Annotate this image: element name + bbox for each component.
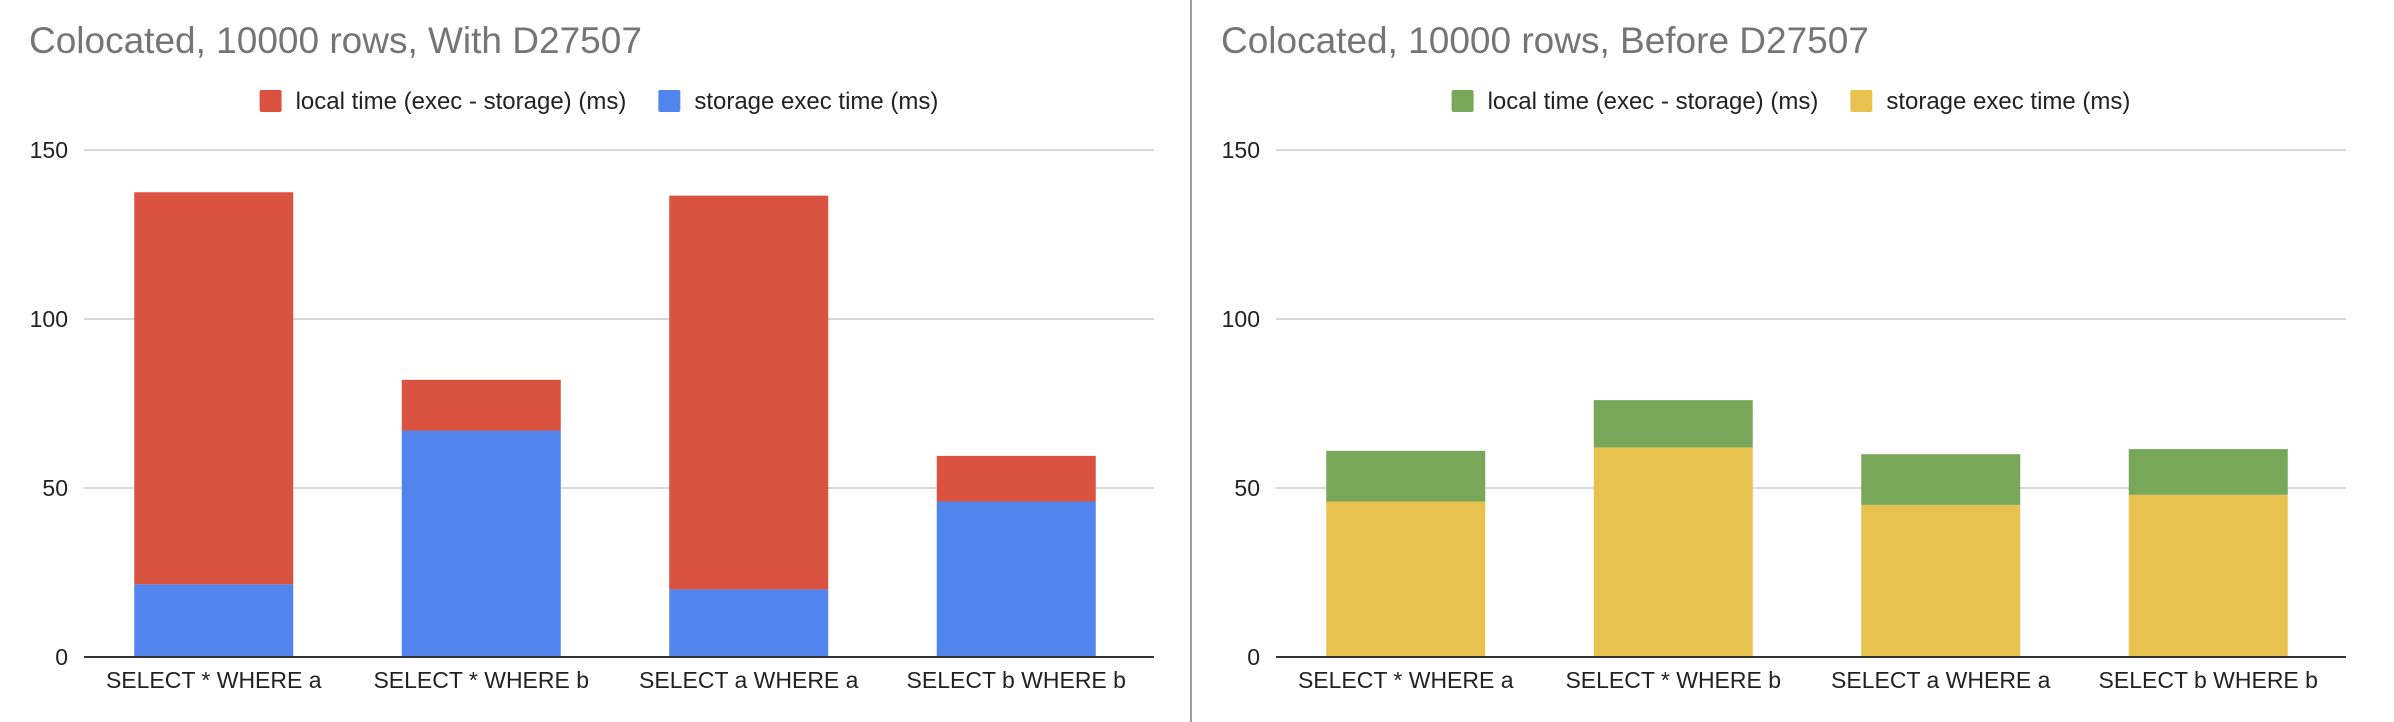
x-tick-label: SELECT * WHERE b [1565, 667, 1781, 693]
x-tick-label: SELECT a WHERE a [1831, 667, 2051, 693]
y-tick-label: 0 [55, 644, 68, 670]
legend-item: storage exec time (ms) [1850, 88, 2130, 115]
y-tick-label: 50 [1234, 475, 1260, 501]
legend: local time (exec - storage) (ms) storage … [259, 88, 938, 115]
bar-segment [1326, 501, 1486, 657]
bar-segment [2128, 494, 2288, 657]
legend-swatch [1451, 90, 1474, 112]
bar-segment [401, 430, 561, 657]
legend: local time (exec - storage) (ms) storage … [1451, 88, 2130, 115]
bar-segment [134, 192, 294, 585]
y-tick-label: 0 [1247, 644, 1260, 670]
legend-label: local time (exec - storage) (ms) [1488, 88, 1819, 115]
y-tick-label: 150 [30, 137, 68, 163]
chart-divider [1190, 0, 1192, 722]
x-tick-label: SELECT * WHERE b [373, 667, 589, 693]
bar-segment [1593, 400, 1753, 448]
y-tick-label: 100 [30, 306, 68, 332]
x-tick-label: SELECT a WHERE a [639, 667, 859, 693]
legend-swatch [1850, 90, 1873, 112]
legend-swatch [259, 90, 282, 112]
x-tick-label: SELECT b WHERE b [907, 667, 1126, 693]
bar-segment [669, 195, 829, 590]
bar-segment [2128, 449, 2288, 495]
legend-label: storage exec time (ms) [694, 88, 938, 115]
bar-segment [1861, 454, 2021, 505]
bar-segment [936, 455, 1096, 502]
bar-segment [669, 589, 829, 657]
y-tick-label: 150 [1222, 137, 1260, 163]
x-tick-label: SELECT * WHERE a [106, 667, 322, 693]
bar-segment [1593, 447, 1753, 657]
bar-segment [134, 584, 294, 657]
legend-label: storage exec time (ms) [1886, 88, 2130, 115]
bar-segment [936, 501, 1096, 657]
x-tick-label: SELECT * WHERE a [1298, 667, 1514, 693]
y-tick-label: 100 [1222, 306, 1260, 332]
bar-segment [401, 379, 561, 431]
y-tick-label: 50 [42, 475, 68, 501]
x-tick-label: SELECT b WHERE b [2099, 667, 2318, 693]
legend-item: storage exec time (ms) [658, 88, 938, 115]
bar-segment [1861, 504, 2021, 657]
legend-item: local time (exec - storage) (ms) [259, 88, 627, 115]
legend-label: local time (exec - storage) (ms) [296, 88, 627, 115]
chart-title: Colocated, 10000 rows, Before D27507 [1221, 20, 1869, 61]
chart-before-d27507: Colocated, 10000 rows, Before D27507 loca… [1221, 20, 2346, 693]
legend-item: local time (exec - storage) (ms) [1451, 88, 1819, 115]
bar-segment [1326, 450, 1486, 502]
chart-with-d27507: Colocated, 10000 rows, With D27507 local … [29, 20, 1154, 693]
legend-swatch [658, 90, 681, 112]
chart-title: Colocated, 10000 rows, With D27507 [29, 20, 642, 61]
